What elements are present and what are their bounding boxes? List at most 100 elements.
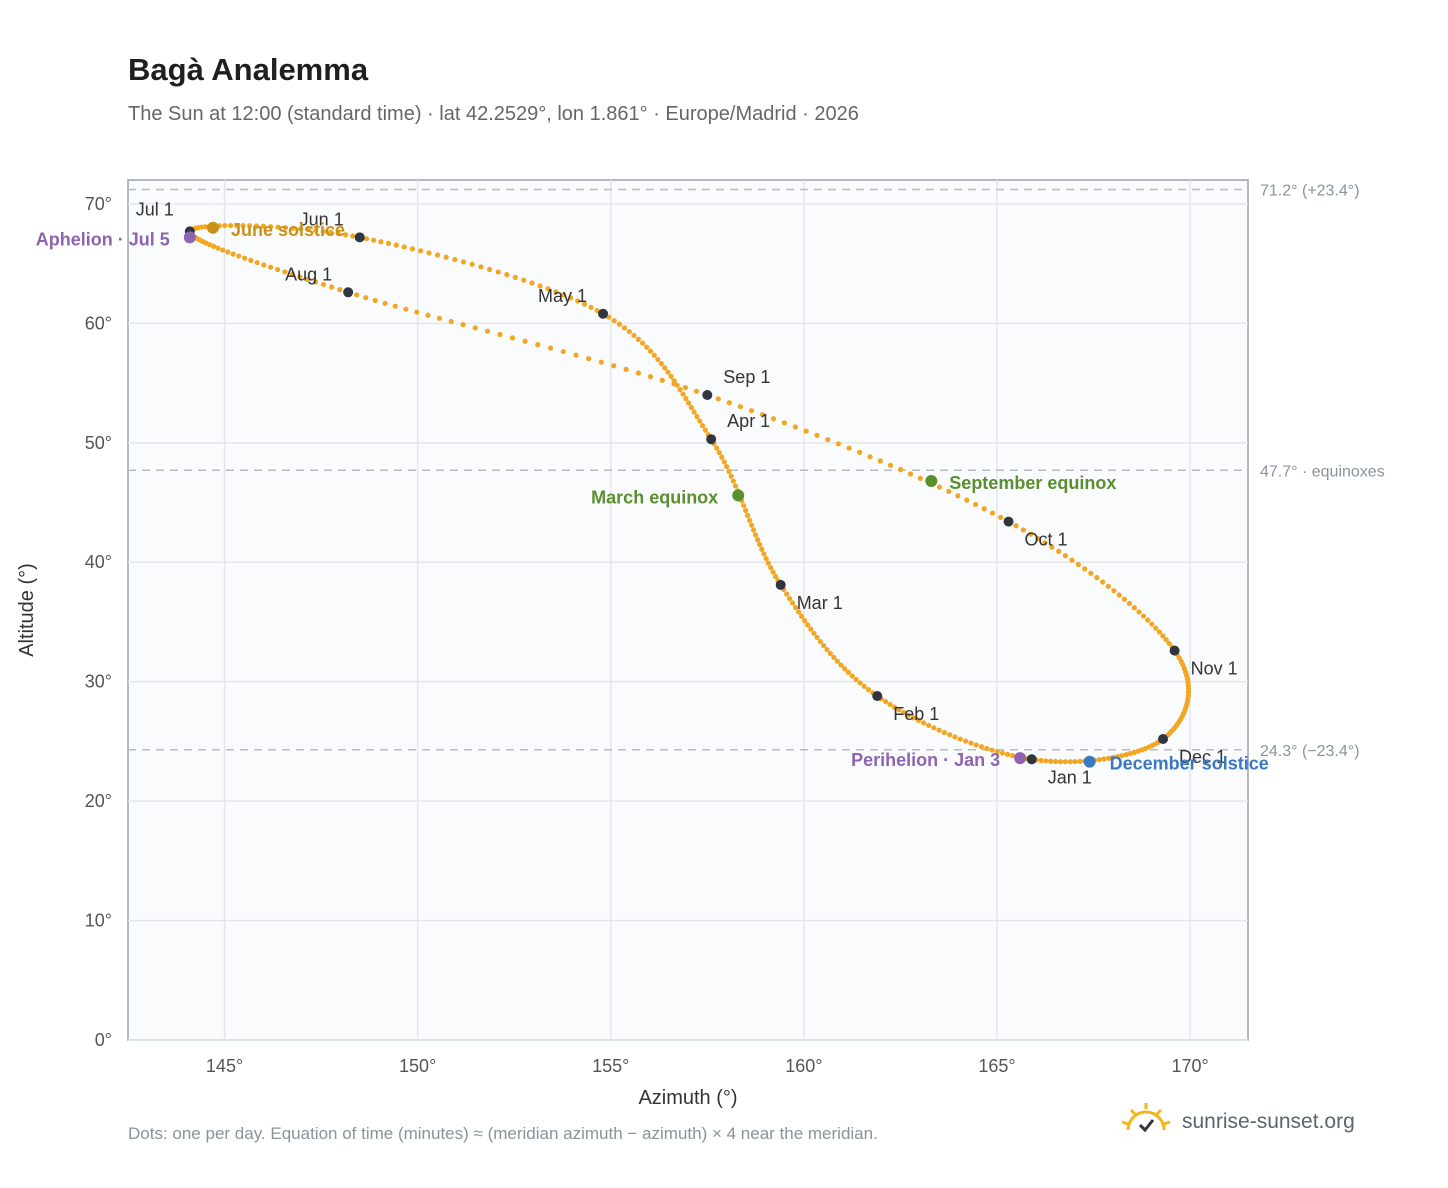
daily-sun-dot bbox=[989, 510, 996, 516]
x-tick-label: 165° bbox=[978, 1056, 1015, 1076]
event-label: September equinox bbox=[949, 473, 1116, 493]
daily-sun-dot bbox=[1163, 637, 1169, 643]
daily-sun-dot bbox=[748, 522, 755, 528]
daily-sun-dot bbox=[228, 222, 234, 229]
daily-sun-dot bbox=[668, 373, 674, 380]
daily-sun-dot bbox=[215, 245, 221, 251]
daily-sun-dot bbox=[222, 223, 228, 229]
x-tick-label: 160° bbox=[785, 1056, 822, 1076]
daily-sun-dot bbox=[891, 704, 898, 710]
daily-sun-dot bbox=[936, 484, 943, 490]
y-tick-label: 20° bbox=[85, 791, 112, 811]
daily-sun-dot bbox=[275, 224, 281, 230]
month-marker bbox=[706, 434, 717, 445]
daily-sun-dot bbox=[957, 736, 963, 742]
daily-sun-dot bbox=[342, 232, 349, 238]
daily-sun-dot bbox=[743, 507, 749, 514]
daily-sun-dot bbox=[297, 274, 303, 280]
daily-sun-dot bbox=[798, 613, 805, 619]
daily-sun-dot bbox=[694, 413, 700, 420]
daily-sun-dot bbox=[768, 565, 774, 571]
daily-sun-dot bbox=[418, 248, 424, 254]
event-marker bbox=[1083, 755, 1096, 768]
daily-sun-dot bbox=[1096, 757, 1102, 763]
daily-sun-dot bbox=[616, 321, 623, 327]
daily-sun-dot bbox=[1140, 613, 1147, 619]
daily-sun-dot bbox=[240, 223, 246, 229]
daily-sun-dot bbox=[835, 441, 842, 447]
daily-sun-dot bbox=[952, 734, 958, 740]
y-tick-label: 10° bbox=[85, 911, 112, 931]
daily-sun-dot bbox=[1105, 583, 1111, 589]
daily-sun-dot bbox=[320, 228, 326, 235]
daily-sun-dot bbox=[792, 604, 799, 611]
daily-sun-dot bbox=[842, 666, 848, 672]
brand-text: sunrise-sunset.org bbox=[1182, 1110, 1355, 1133]
daily-sun-dot bbox=[1123, 752, 1129, 758]
daily-sun-dot bbox=[772, 573, 779, 580]
daily-sun-dot bbox=[1119, 753, 1125, 759]
reference-line-label: 71.2° (+23.4°) bbox=[1260, 183, 1360, 200]
daily-sun-dot bbox=[1145, 617, 1151, 623]
daily-sun-dot bbox=[989, 747, 995, 753]
daily-sun-dot bbox=[621, 325, 628, 331]
daily-sun-dot bbox=[795, 609, 802, 615]
daily-sun-dot bbox=[973, 501, 979, 508]
daily-sun-dot bbox=[460, 322, 466, 328]
daily-sun-dot bbox=[1106, 755, 1112, 761]
daily-sun-dot bbox=[512, 274, 518, 280]
daily-sun-dot bbox=[1160, 633, 1166, 639]
daily-sun-dot bbox=[964, 497, 970, 503]
event-marker bbox=[206, 221, 219, 234]
daily-sun-dot bbox=[683, 395, 689, 402]
chart-title: Bagà Analemma bbox=[128, 52, 369, 87]
daily-sun-dot bbox=[275, 266, 281, 273]
daily-sun-dot bbox=[545, 286, 551, 292]
daily-sun-dot bbox=[730, 478, 736, 484]
x-tick-label: 145° bbox=[206, 1056, 243, 1076]
daily-sun-dot bbox=[910, 715, 917, 721]
daily-sun-dot bbox=[1131, 749, 1137, 755]
daily-sun-dot bbox=[312, 279, 319, 285]
daily-sun-dot bbox=[234, 222, 240, 229]
daily-sun-dot bbox=[313, 227, 319, 234]
x-tick-label: 170° bbox=[1171, 1056, 1208, 1076]
daily-sun-dot bbox=[763, 555, 769, 562]
daily-sun-dot bbox=[802, 617, 808, 624]
daily-sun-dot bbox=[1121, 596, 1128, 602]
daily-sun-dot bbox=[1111, 588, 1117, 594]
brand-link[interactable]: sunrise-sunset.org bbox=[1120, 1100, 1355, 1144]
daily-sun-dot bbox=[759, 546, 765, 552]
chart-subtitle: The Sun at 12:00 (standard time) · lat 4… bbox=[128, 103, 859, 125]
daily-sun-dot bbox=[210, 243, 217, 249]
daily-sun-dot bbox=[805, 622, 811, 628]
daily-sun-dot bbox=[1094, 575, 1100, 581]
daily-sun-dot bbox=[403, 306, 409, 312]
daily-sun-dot bbox=[1082, 566, 1088, 572]
daily-sun-dot bbox=[382, 300, 388, 306]
daily-sun-dot bbox=[363, 236, 370, 242]
daily-sun-dot bbox=[834, 658, 840, 664]
daily-sun-dot bbox=[623, 366, 629, 372]
daily-sun-dot bbox=[757, 541, 763, 548]
daily-sun-dot bbox=[827, 650, 833, 657]
daily-sun-dot bbox=[248, 257, 254, 263]
daily-sun-dot bbox=[662, 365, 668, 371]
daily-sun-dot bbox=[737, 404, 743, 410]
month-marker bbox=[343, 287, 354, 298]
month-label: Feb 1 bbox=[893, 704, 939, 724]
daily-sun-dot bbox=[897, 467, 904, 473]
daily-sun-dot bbox=[883, 698, 889, 705]
daily-sun-dot bbox=[626, 329, 632, 335]
daily-sun-dot bbox=[521, 277, 527, 283]
daily-sun-dot bbox=[378, 239, 384, 245]
y-tick-label: 0° bbox=[95, 1030, 112, 1050]
daily-sun-dot bbox=[755, 537, 761, 543]
daily-sun-dot bbox=[350, 233, 356, 239]
x-axis-title: Azimuth (°) bbox=[638, 1087, 737, 1109]
daily-sun-dot bbox=[853, 676, 859, 683]
daily-sun-dot bbox=[329, 284, 335, 290]
daily-sun-dot bbox=[748, 408, 755, 414]
daily-sun-dot bbox=[568, 295, 574, 301]
